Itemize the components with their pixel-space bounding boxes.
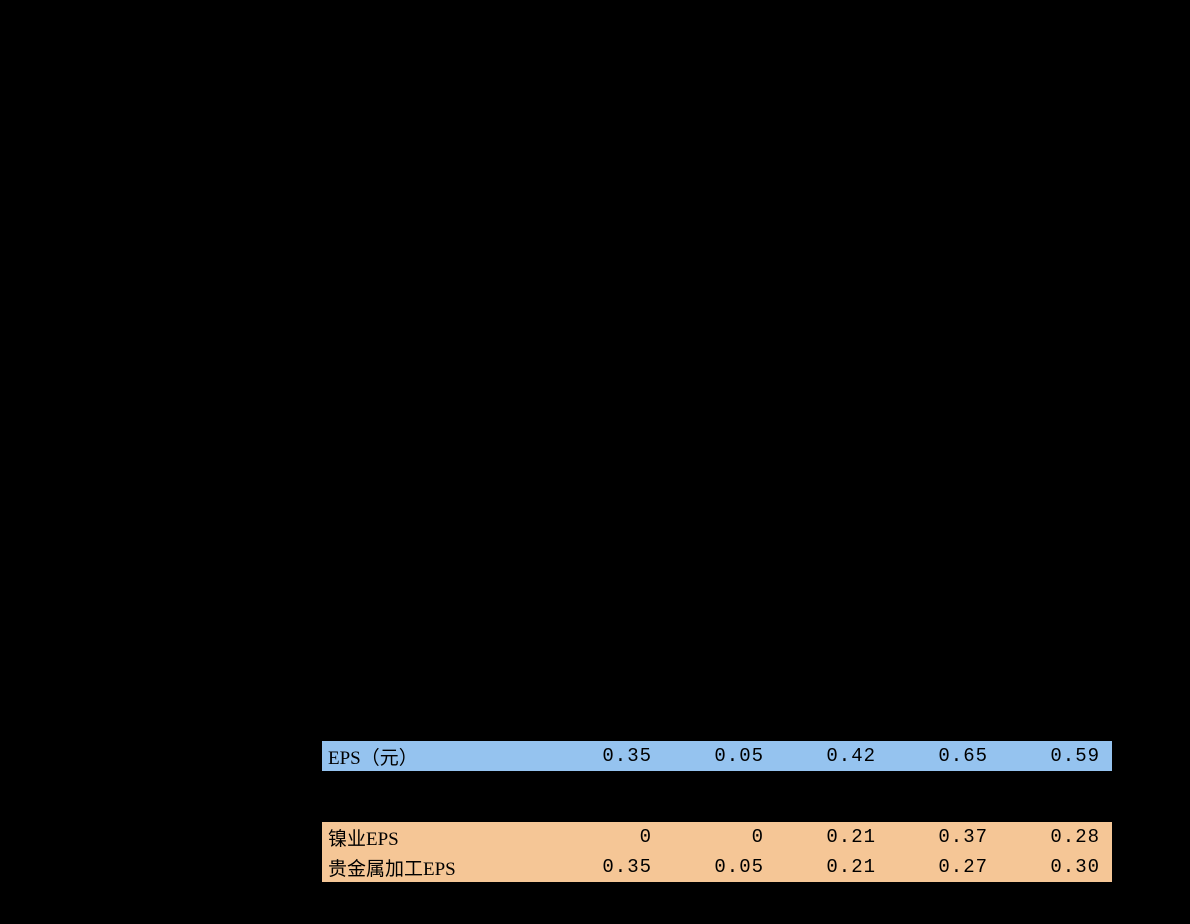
eps-total-v1: 0.05 xyxy=(664,745,776,767)
eps-total-v0: 0.35 xyxy=(552,745,664,767)
precious-metal-eps-row: 贵金属加工EPS 0.35 0.05 0.21 0.27 0.30 xyxy=(322,852,1112,882)
precious-metal-eps-v1: 0.05 xyxy=(664,856,776,878)
nickel-eps-v4: 0.28 xyxy=(1000,826,1112,848)
eps-total-table: EPS（元） 0.35 0.05 0.42 0.65 0.59 xyxy=(322,741,1112,771)
nickel-eps-label: 镍业EPS xyxy=(322,824,552,851)
nickel-eps-row: 镍业EPS 0 0 0.21 0.37 0.28 xyxy=(322,822,1112,852)
eps-total-v2: 0.42 xyxy=(776,745,888,767)
eps-total-v4: 0.59 xyxy=(1000,745,1112,767)
eps-total-row: EPS（元） 0.35 0.05 0.42 0.65 0.59 xyxy=(322,741,1112,771)
eps-total-label: EPS（元） xyxy=(322,743,552,770)
nickel-eps-v2: 0.21 xyxy=(776,826,888,848)
nickel-eps-v1: 0 xyxy=(664,826,776,848)
nickel-eps-v0: 0 xyxy=(552,826,664,848)
precious-metal-eps-label: 贵金属加工EPS xyxy=(322,854,552,881)
eps-total-v3: 0.65 xyxy=(888,745,1000,767)
precious-metal-eps-v0: 0.35 xyxy=(552,856,664,878)
precious-metal-eps-v2: 0.21 xyxy=(776,856,888,878)
precious-metal-eps-v4: 0.30 xyxy=(1000,856,1112,878)
eps-breakdown-table: 镍业EPS 0 0 0.21 0.37 0.28 贵金属加工EPS 0.35 0… xyxy=(322,822,1112,882)
precious-metal-eps-v3: 0.27 xyxy=(888,856,1000,878)
nickel-eps-v3: 0.37 xyxy=(888,826,1000,848)
